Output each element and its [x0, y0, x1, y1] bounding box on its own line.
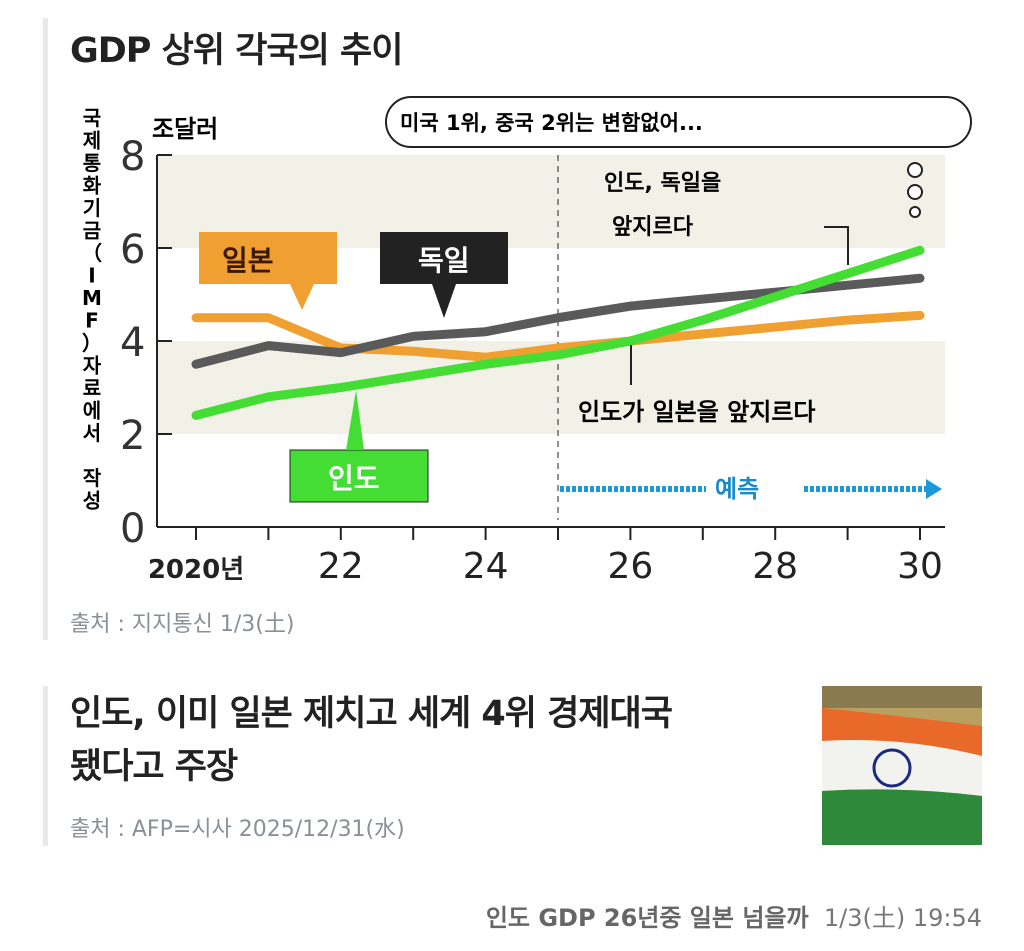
- article-accent-bar: [43, 18, 48, 640]
- annotation-india-japan: 인도가 일본을 앞지르다: [578, 398, 816, 426]
- svg-text:료: 료: [83, 376, 101, 400]
- svg-text:작: 작: [83, 466, 102, 490]
- svg-text:M: M: [82, 286, 102, 310]
- x-tick-label: 22: [318, 546, 364, 587]
- legend-india: 인도: [328, 462, 380, 495]
- india-flag-thumbnail[interactable]: [822, 686, 982, 845]
- svg-text:）: ）: [82, 331, 102, 355]
- x-tick-label: 2020년: [148, 555, 244, 585]
- svg-text:F: F: [85, 309, 99, 333]
- svg-text:기: 기: [83, 196, 101, 220]
- forecast-label: 예측: [715, 475, 759, 503]
- y-tick-label: 2: [120, 413, 145, 459]
- article-title[interactable]: GDP 상위 각국의 추이: [70, 31, 403, 71]
- svg-text:성: 성: [83, 489, 101, 513]
- ashoka-chakra-icon: [872, 748, 912, 788]
- article-source: 출처 : 지지통신 1/3(土): [70, 612, 295, 637]
- x-tick-label: 26: [607, 546, 653, 587]
- svg-text:통: 통: [83, 151, 101, 175]
- svg-text:에: 에: [83, 399, 101, 423]
- x-tick-label: 24: [463, 546, 509, 587]
- svg-text:I: I: [88, 264, 95, 288]
- svg-text:자: 자: [83, 354, 102, 378]
- svg-text:화: 화: [83, 174, 102, 198]
- legend-germany: 독일: [418, 244, 470, 277]
- y-tick-label: 0: [120, 506, 145, 552]
- svg-text:금: 금: [83, 219, 101, 243]
- unit-label: 조달러: [152, 115, 218, 143]
- article-accent-bar: [43, 686, 48, 846]
- svg-text:（: （: [82, 241, 102, 265]
- annotation-india-germany-2: 앞지르다: [612, 215, 694, 240]
- legend-germany-box: [380, 232, 508, 284]
- y-tick-label: 4: [120, 320, 145, 366]
- legend-japan: 일본: [222, 244, 274, 277]
- legend-japan-box: [199, 232, 337, 284]
- x-tick-label: 28: [752, 546, 798, 587]
- related-headline[interactable]: 인도 GDP 26년중 일본 넘을까 1/3(土) 19:54: [485, 904, 982, 932]
- x-tick-label: 30: [897, 546, 943, 587]
- speech-bubble: [385, 96, 972, 148]
- article-source: 출처 : AFP=시사 2025/12/31(水): [70, 817, 405, 842]
- bubble-text: 미국 1위, 중국 2위는 변함없어...: [400, 111, 703, 135]
- article-title[interactable]: 인도, 이미 일본 제치고 세계 4위 경제대국 됐다고 주장: [70, 694, 673, 787]
- svg-text:서: 서: [83, 421, 101, 445]
- legend-india-box: [289, 449, 429, 503]
- y-tick-label: 6: [120, 227, 145, 273]
- y-tick-label: 8: [120, 134, 145, 180]
- svg-text:국: 국: [83, 106, 101, 130]
- svg-text:제: 제: [83, 129, 101, 153]
- annotation-india-germany: 인도, 독일을: [604, 171, 721, 196]
